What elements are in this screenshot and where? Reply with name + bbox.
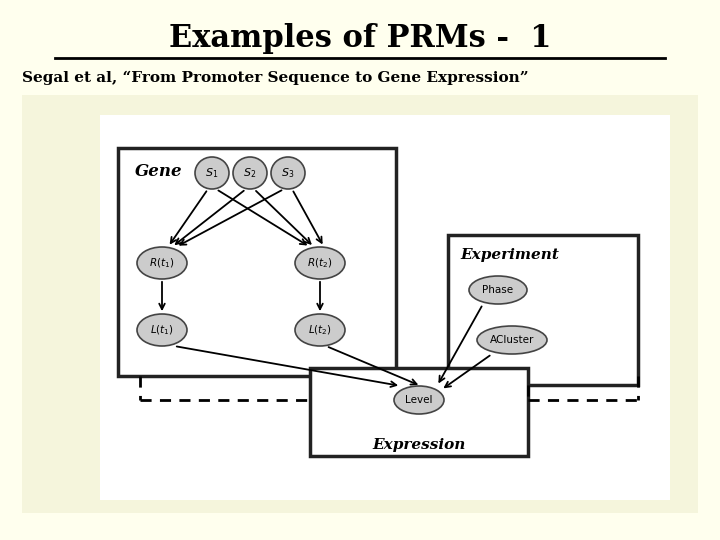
- Text: Experiment: Experiment: [460, 248, 559, 262]
- Text: Phase: Phase: [482, 285, 513, 295]
- FancyBboxPatch shape: [22, 95, 698, 513]
- FancyBboxPatch shape: [118, 148, 396, 376]
- Text: $R(t_2)$: $R(t_2)$: [307, 256, 333, 270]
- FancyBboxPatch shape: [310, 368, 528, 456]
- Text: Level: Level: [405, 395, 433, 405]
- Ellipse shape: [477, 326, 547, 354]
- Text: $S_3$: $S_3$: [282, 166, 294, 180]
- Ellipse shape: [295, 247, 345, 279]
- Text: Segal et al, “From Promoter Sequence to Gene Expression”: Segal et al, “From Promoter Sequence to …: [22, 71, 528, 85]
- Text: Expression: Expression: [372, 438, 466, 452]
- Ellipse shape: [137, 247, 187, 279]
- Ellipse shape: [469, 276, 527, 304]
- FancyBboxPatch shape: [100, 115, 670, 500]
- Text: $S_2$: $S_2$: [243, 166, 256, 180]
- Text: $R(t_1)$: $R(t_1)$: [149, 256, 175, 270]
- Text: $L(t_2)$: $L(t_2)$: [308, 323, 332, 337]
- Text: $L(t_1)$: $L(t_1)$: [150, 323, 174, 337]
- Ellipse shape: [295, 314, 345, 346]
- Text: Gene: Gene: [135, 164, 183, 180]
- FancyBboxPatch shape: [448, 235, 638, 385]
- Ellipse shape: [233, 157, 267, 189]
- Text: $S_1$: $S_1$: [205, 166, 219, 180]
- Ellipse shape: [137, 314, 187, 346]
- Ellipse shape: [394, 386, 444, 414]
- Ellipse shape: [195, 157, 229, 189]
- Ellipse shape: [271, 157, 305, 189]
- Text: ACluster: ACluster: [490, 335, 534, 345]
- Text: Examples of PRMs -  1: Examples of PRMs - 1: [168, 23, 552, 53]
